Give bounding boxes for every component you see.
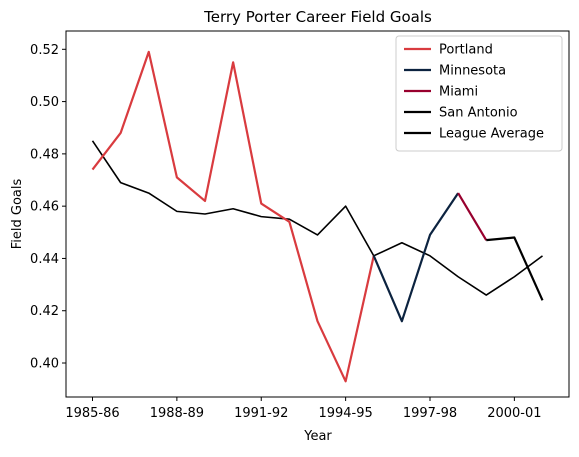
legend-label-league-average: League Average [439,127,544,142]
series-line-minnesota [372,192,460,323]
x-axis-title: Year [303,429,332,444]
series-line-san-antonio [486,236,544,301]
legend-label-miami: Miami [439,85,478,100]
x-axis: 1985-86 1988-89 1991-92 1994-95 1997-98 2000-… [65,397,542,421]
series-lines [91,50,544,383]
x-tick-label: 1997-98 [403,406,457,421]
y-tick-label: 0.44 [30,252,59,267]
x-tick-label: 1988-89 [150,406,204,421]
x-tick-label: 1994-95 [318,406,372,421]
legend: Portland Minnesota Miami San Antonio League … [395,35,563,152]
y-tick-label: 0.40 [30,357,59,372]
series-line-portland [91,50,375,383]
y-tick-label: 0.52 [30,43,59,58]
y-tick-label: 0.42 [30,304,59,319]
legend-label-san-antonio: San Antonio [439,106,518,121]
x-tick-label: 1985-86 [65,406,119,421]
series-line-league-average [91,140,543,296]
series-line-miami [457,192,488,241]
y-tick-label: 0.50 [30,95,59,110]
legend-label-portland: Portland [439,43,493,58]
y-axis: 0.40 0.42 0.44 0.46 0.48 0.50 0.52 [30,43,66,372]
legend-box [395,35,563,152]
y-tick-label: 0.48 [30,147,59,162]
y-tick-label: 0.46 [30,200,59,215]
x-tick-label: 1991-92 [234,406,288,421]
plot-frame [65,30,570,398]
x-tick-label: 2000-01 [487,406,541,421]
legend-label-minnesota: Minnesota [439,64,506,79]
y-axis-title: Field Goals [10,179,25,250]
chart-title: Terry Porter Career Field Goals [203,8,432,26]
